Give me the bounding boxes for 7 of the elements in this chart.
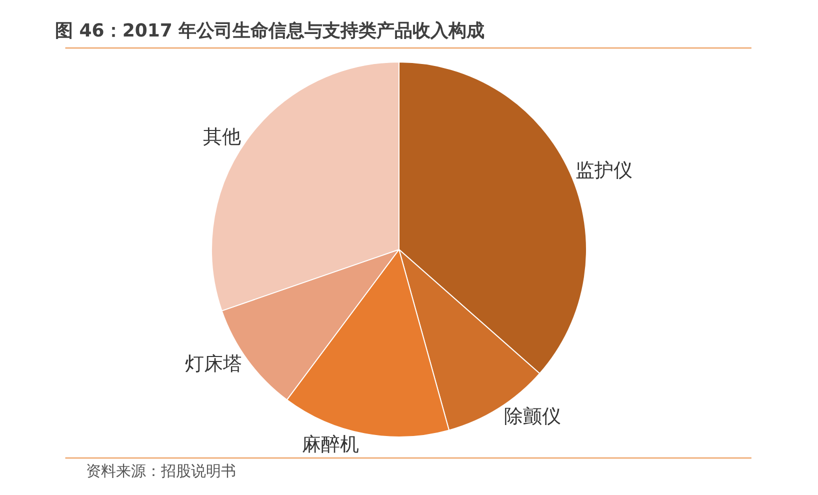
text: 资料来源：招股说明书 <box>86 462 236 480</box>
slice-label: 除颤仪 <box>504 405 561 428</box>
slice-label: 监护仪 <box>575 159 632 182</box>
slice-label: 灯床塔 <box>185 353 242 376</box>
slice-label: 其他 <box>202 126 241 148</box>
chart-title: 图 46：2017 年公司生命信息与支持类产品收入构成 <box>55 20 485 42</box>
slice-label: 麻醉机 <box>302 433 359 456</box>
